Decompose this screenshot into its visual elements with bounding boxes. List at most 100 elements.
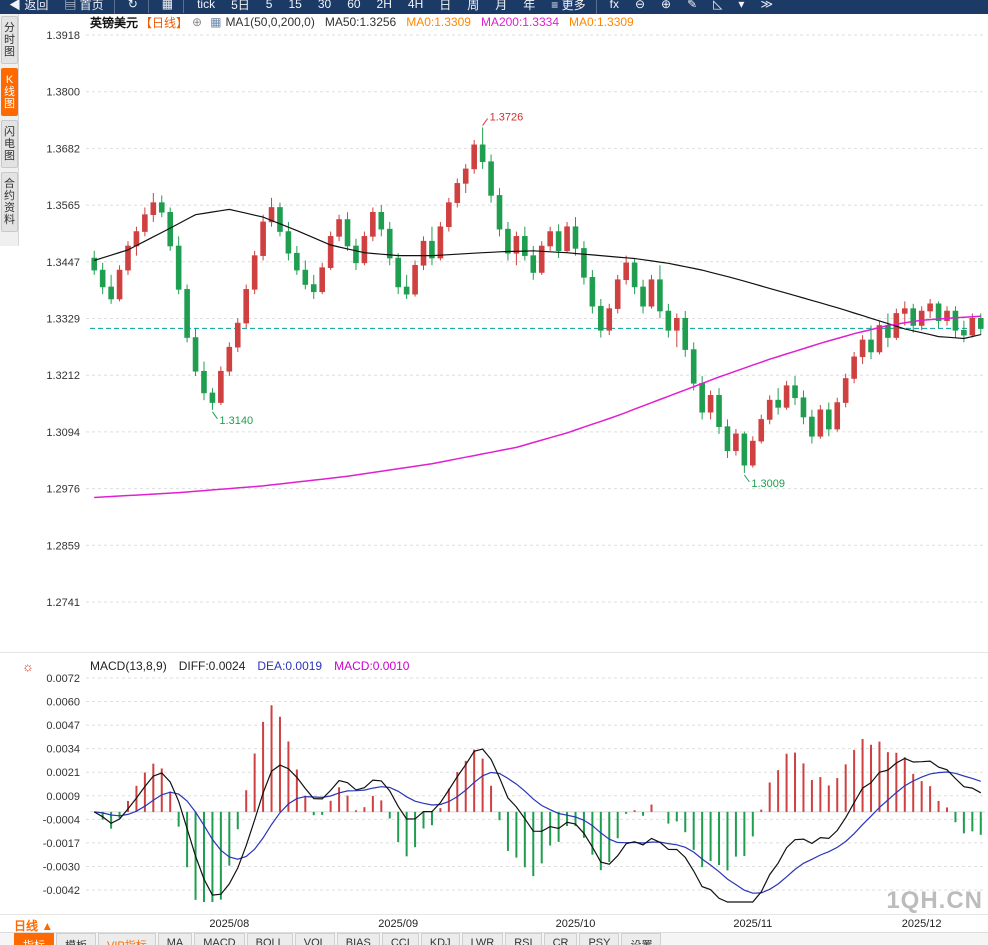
bottom-tab-indicator[interactable]: 指标 (14, 933, 54, 945)
bottom-tab-vip[interactable]: VIP指标 (98, 933, 156, 945)
panel-divider (0, 652, 988, 653)
sidebar-tab-timeshare[interactable]: 分时图 (1, 16, 18, 64)
svg-text:0.0047: 0.0047 (46, 720, 80, 732)
toolbar-tf-5d[interactable]: 5日 (231, 0, 250, 12)
ma200-line (94, 315, 981, 499)
x-axis-labels: 2025/08 2025/09 2025/10 2025/11 2025/12 (209, 918, 941, 930)
svg-text:1.3447: 1.3447 (46, 257, 80, 269)
bottom-tab-cci[interactable]: CCI (381, 933, 419, 945)
bottom-tab-settings[interactable]: 设置 (621, 933, 662, 945)
toolbar-zoom-in-icon[interactable]: ⊕ (661, 0, 672, 11)
toolbar-tf-tick[interactable]: tick (197, 0, 216, 11)
svg-text:1.3565: 1.3565 (46, 200, 80, 212)
sidebar-tab-contract[interactable]: 合约资料 (1, 172, 18, 232)
svg-text:2025/11: 2025/11 (733, 918, 772, 930)
toolbar-measure-icon[interactable]: ◺ (713, 0, 723, 11)
macd-values: DIFF:0.0024 DEA:0.0019 MACD:0.0010 (179, 659, 422, 673)
toolbar-zoom-out-icon[interactable]: ⊖ (634, 0, 646, 11)
svg-text:1.3918: 1.3918 (46, 30, 80, 42)
bottom-tab-rsi[interactable]: RSI (505, 933, 542, 945)
toolbar-tf-60[interactable]: 60 (347, 0, 361, 11)
svg-text:0.0072: 0.0072 (46, 673, 80, 685)
svg-text:-0.0030: -0.0030 (43, 861, 80, 873)
svg-text:1.3800: 1.3800 (46, 87, 80, 99)
sidebar: 分时图 K线图闪电图合约资料 (0, 14, 19, 246)
toolbar-tf-5[interactable]: 5 (265, 0, 273, 11)
toolbar-tf-4h[interactable]: 4H (407, 0, 424, 11)
toolbar-more[interactable]: ≡ 更多 (548, 0, 597, 14)
toolbar-items: ◀ 返回 ▤ 首页 ↻ ▦ tick 5日 5 15 30 60 2H 4H 日 周 月 年 ≡ 更多 fx ⊖ ⊕ ✎… (0, 0, 786, 14)
toolbar-tf-week[interactable]: 周 (467, 0, 480, 12)
bottom-tab-template[interactable]: 模板 (56, 933, 96, 945)
toolbar-draw-icon[interactable]: ✎ (687, 0, 698, 11)
toolbar-chart-style-icon[interactable]: ▦ (159, 0, 185, 13)
symbol-name: 英镑美元 (90, 15, 139, 30)
macd-name[interactable]: MACD(13,8,9) (90, 659, 167, 673)
toolbar-home[interactable]: ▤ 首页 (61, 0, 115, 14)
period-selector-label: 日线 (14, 919, 39, 933)
annotations: 1.3726 1.3140 1.3009 (212, 111, 785, 490)
toolbar-fx[interactable]: fx (609, 0, 619, 11)
toolbar-tf-15[interactable]: 15 (288, 0, 302, 11)
svg-text:1.3682: 1.3682 (46, 143, 80, 155)
svg-text:0.0060: 0.0060 (46, 697, 80, 709)
bottom-tab-ma[interactable]: MA (157, 933, 193, 945)
svg-text:1.3094: 1.3094 (46, 427, 80, 439)
ma-settings-label[interactable]: MA1(50,0,200,0) (225, 15, 315, 29)
ma-value: MA50:1.3256 (324, 15, 397, 29)
svg-text:-0.0004: -0.0004 (43, 814, 80, 826)
svg-text:2025/10: 2025/10 (556, 918, 596, 930)
toolbar-tf-2h[interactable]: 2H (376, 0, 392, 11)
toolbar-tf-30[interactable]: 30 (317, 0, 332, 11)
dea-line (94, 771, 981, 894)
toolbar-tf-year[interactable]: 年 (523, 0, 536, 12)
bottom-tab-lwr[interactable]: LWR (461, 933, 504, 945)
diff-line (93, 748, 982, 903)
watermark: 1QH.CN (886, 887, 983, 914)
macd-value: DEA:0.0019 (257, 659, 323, 673)
ma-value: MA0:1.3309 (406, 15, 471, 29)
svg-text:1.3212: 1.3212 (46, 370, 80, 382)
toolbar-tf-day[interactable]: 日 (439, 0, 452, 12)
bottom-tab-cr[interactable]: CR (543, 933, 578, 945)
svg-text:-0.0042: -0.0042 (43, 885, 80, 897)
toolbar-tf-month[interactable]: 月 (495, 0, 508, 12)
sidebar-tab-kline[interactable]: K线图 (1, 68, 18, 116)
candles-layer[interactable] (91, 127, 984, 473)
svg-text:1.3329: 1.3329 (46, 314, 80, 326)
bottom-tab-bar: 指标模板VIP指标MAMACDBOLLVOLBIASCCIKDJLWRRSICR… (0, 932, 988, 945)
bottom-tab-boll[interactable]: BOLL (246, 933, 293, 945)
svg-text:1.2859: 1.2859 (46, 540, 80, 552)
chart-header: 英镑美元 【日线】 ⊕ ▦ MA1(50,0,200,0) MA50:1.325… (90, 14, 644, 30)
svg-text:-0.0017: -0.0017 (43, 838, 80, 850)
bottom-tab-kdj[interactable]: KDJ (420, 933, 460, 945)
indicator-settings-icon[interactable]: ☼ (22, 659, 34, 674)
ma-value: MA200:1.3334 (480, 15, 559, 29)
toolbar-refresh-icon[interactable]: ↻ (125, 0, 149, 13)
gridlines-and-axes: 1.3918 1.3800 1.3682 1.3565 1.3447 1.3329 1.32… (43, 30, 985, 897)
bottom-tab-psy[interactable]: PSY (579, 933, 620, 945)
svg-text:1.2976: 1.2976 (46, 484, 80, 496)
toolbar-collapse-icon[interactable]: ≫ (760, 0, 773, 11)
svg-text:0.0009: 0.0009 (46, 791, 80, 803)
macd-histogram (101, 705, 982, 902)
add-indicator-icon[interactable]: ⊕ (192, 15, 203, 29)
svg-text:1.3140: 1.3140 (219, 415, 253, 427)
toolbar-expand-icon[interactable]: ▾ (738, 0, 745, 11)
svg-text:1.3726: 1.3726 (490, 111, 524, 123)
bottom-tab-vol[interactable]: VOL (294, 933, 335, 945)
svg-text:0.0034: 0.0034 (46, 744, 80, 756)
period-selector[interactable]: 日线 ▲ (14, 917, 53, 934)
ma-values: MA50:1.3256 MA0:1.3309 MA200:1.3334 MA0:1.3… (325, 15, 644, 29)
toolbar-back[interactable]: ◀ 返回 (9, 0, 49, 12)
macd-value: DIFF:0.0024 (178, 659, 246, 673)
chevron-up-icon: ▲ (41, 919, 54, 933)
macd-value: MACD:0.0010 (334, 659, 410, 673)
svg-text:2025/08: 2025/08 (209, 918, 249, 930)
sidebar-tab-lightning[interactable]: 闪电图 (1, 120, 18, 168)
bottom-tab-bias[interactable]: BIAS (336, 933, 380, 945)
footer-divider (0, 914, 988, 915)
bottom-tab-macd[interactable]: MACD (194, 933, 245, 945)
ma-value: MA0:1.3309 (569, 15, 634, 29)
